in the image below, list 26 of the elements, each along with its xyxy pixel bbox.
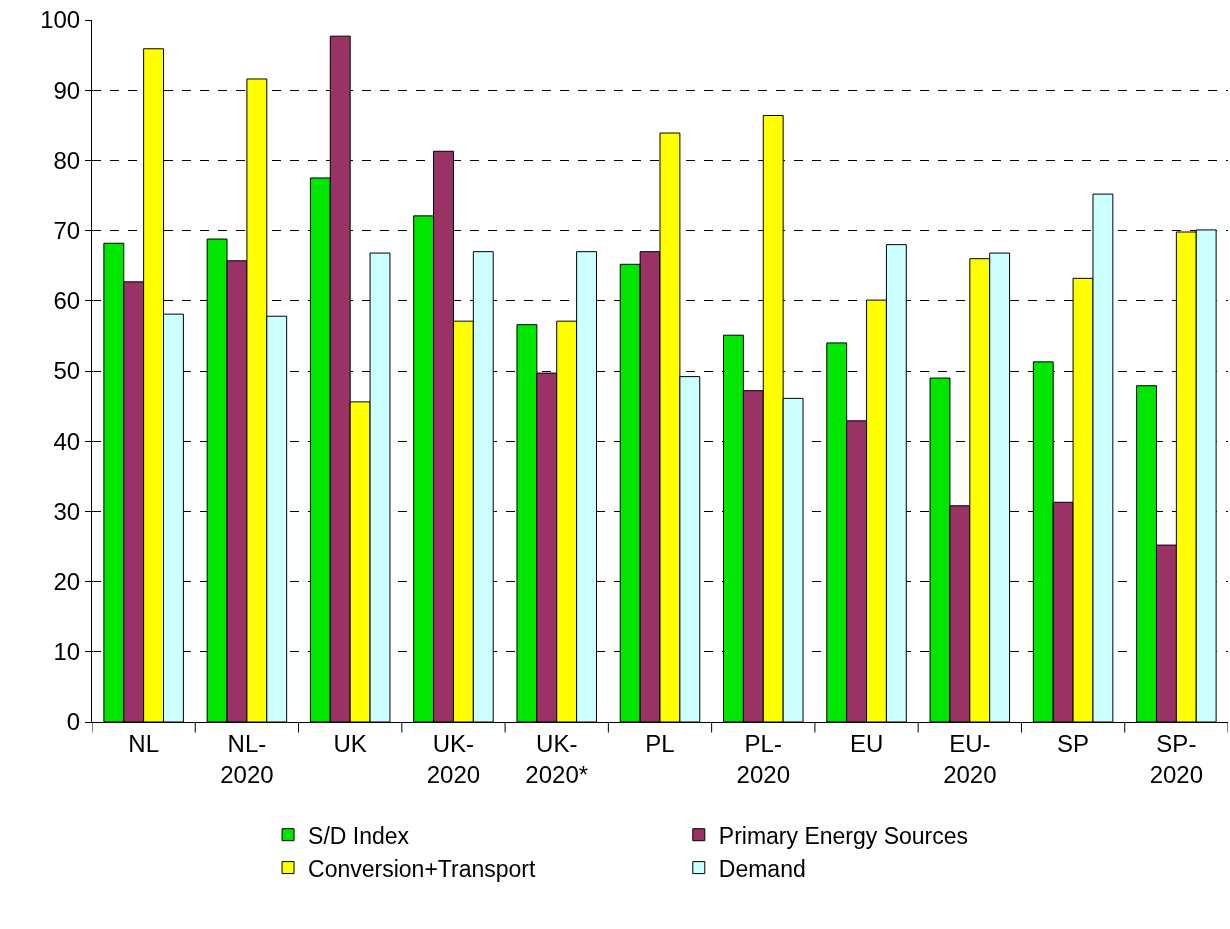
x-tick-label: UK [333, 729, 367, 757]
y-tick-label: 10 [53, 638, 81, 666]
legend-label: Conversion+Transport [308, 855, 536, 882]
x-tick-label: SP [1057, 729, 1090, 757]
x-tick-label: NL [128, 729, 159, 757]
x-tick-label: SP- 2020 [1149, 729, 1204, 788]
y-tick-label: 60 [53, 287, 81, 315]
y-tick-label: 80 [53, 146, 81, 174]
legend-label: Primary Energy Sources [718, 822, 969, 849]
x-tick-label: UK- 2020* [525, 729, 589, 788]
x-tick-label: EU- 2020 [943, 729, 997, 788]
legend-label: S/D Index [308, 822, 410, 849]
y-tick-label: 90 [53, 76, 81, 104]
x-tick-label: EU [849, 729, 884, 757]
x-tick-label: PL- 2020 [736, 729, 790, 788]
x-tick-label: UK- 2020 [426, 729, 481, 788]
legend-label: Demand [718, 855, 806, 882]
x-tick-label: NL- 2020 [220, 729, 274, 788]
y-tick-label: 40 [53, 427, 81, 455]
x-tick-label: PL [645, 729, 675, 757]
y-tick-label: 100 [40, 6, 81, 34]
y-tick-label: 20 [53, 568, 81, 595]
y-tick-label: 50 [53, 357, 81, 385]
y-tick-label: 0 [66, 708, 81, 736]
y-tick-label: 70 [53, 217, 81, 244]
y-tick-label: 30 [53, 497, 81, 525]
